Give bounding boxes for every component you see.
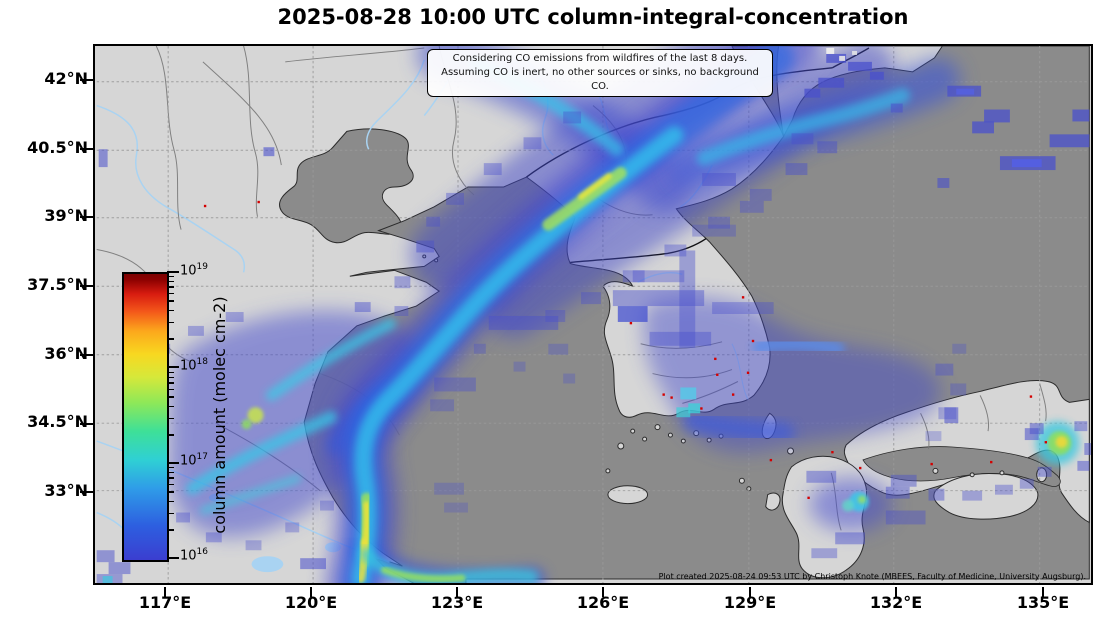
x-tick-label: 123°E (430, 593, 484, 612)
map-canvas (96, 46, 1091, 583)
colorbar-tick-label: 1019 (180, 262, 208, 279)
x-tick-label: 129°E (723, 593, 777, 612)
annotation-line1: Considering CO emissions from wildfires … (452, 53, 748, 64)
y-tick-label: 33°N (44, 481, 88, 500)
y-tick-label: 40.5°N (27, 138, 88, 157)
colorbar-tick-label: 1018 (180, 357, 208, 374)
co-plume (168, 46, 1080, 583)
x-tick-label: 126°E (576, 593, 630, 612)
y-tick-label: 36°N (44, 344, 88, 363)
x-tick-label: 132°E (869, 593, 923, 612)
colorbar-tick-label: 1016 (180, 547, 208, 564)
x-tick-label: 117°E (138, 593, 192, 612)
fire-markers (203, 200, 1048, 500)
annotation-box: Considering CO emissions from wildfires … (427, 49, 773, 97)
annotation-line2: Assuming CO is inert, no other sources o… (441, 67, 759, 92)
colorbar (122, 272, 169, 562)
y-tick-label: 34.5°N (27, 412, 88, 431)
map-plot-area (93, 44, 1093, 585)
plume-pixel-cells (96, 47, 1091, 583)
y-tick-label: 39°N (44, 206, 88, 225)
x-tick-label: 120°E (284, 593, 338, 612)
seto-inland-sea (862, 446, 1061, 487)
y-tick-label: 37.5°N (27, 275, 88, 294)
plot-title: 2025-08-28 10:00 UTC column-integral-con… (277, 5, 909, 29)
colorbar-axis-label: column amount (molec cm-2) (210, 296, 229, 534)
x-tick-label: 135°E (1016, 593, 1070, 612)
y-tick-label: 42°N (44, 69, 88, 88)
colorbar-tick-label: 1017 (180, 452, 208, 469)
credit-text: Plot created 2025-08-24 09:53 UTC by Chr… (658, 572, 1086, 581)
